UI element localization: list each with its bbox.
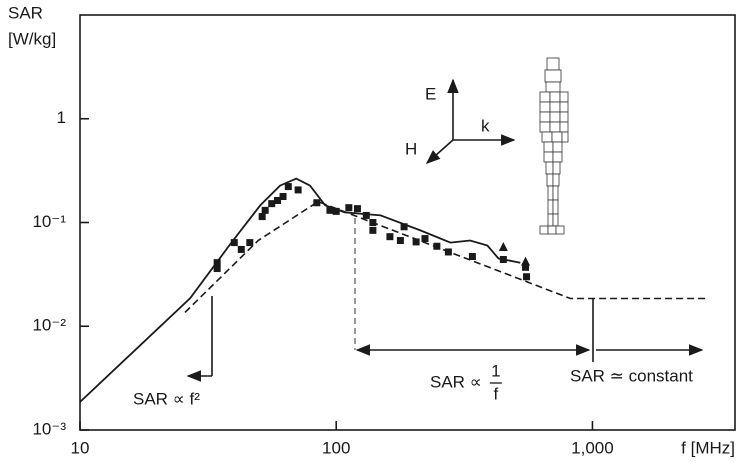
y-tick-label: 1	[57, 108, 66, 127]
data-point	[521, 256, 531, 266]
data-point	[326, 206, 334, 214]
data-line	[79, 177, 521, 403]
data-point	[284, 183, 292, 191]
data-point	[258, 213, 266, 221]
data-point	[369, 219, 377, 226]
data-point	[499, 255, 507, 263]
data-point	[353, 205, 361, 213]
annotation: SAR ∝ f²	[133, 389, 200, 408]
human-model	[539, 57, 569, 235]
y-axis-label: SAR	[8, 3, 43, 22]
data-point	[345, 204, 353, 212]
y-tick-label: 10⁻²	[32, 316, 66, 335]
field-label: k	[481, 116, 490, 135]
data-point	[213, 259, 221, 267]
data-point	[386, 233, 394, 241]
data-point	[237, 245, 245, 253]
data-point	[362, 211, 370, 219]
y-axis-label: [W/kg]	[8, 29, 56, 48]
field-label: E	[425, 84, 436, 103]
data-point	[230, 239, 238, 247]
x-axis-label: f [MHz]	[681, 438, 735, 457]
x-tick-label: 1,000	[571, 438, 614, 457]
annotation: SAR ≃ constant	[570, 366, 693, 385]
y-tick-label: 10⁻¹	[32, 212, 66, 231]
data-point	[412, 238, 420, 246]
field-vector	[425, 139, 454, 164]
data-point	[468, 253, 476, 261]
data-point	[274, 196, 282, 204]
data-point	[246, 239, 254, 247]
data-point	[522, 263, 530, 271]
data-point	[369, 226, 377, 234]
data-point	[396, 237, 404, 245]
field-label: H	[405, 139, 417, 158]
data-point	[421, 235, 429, 243]
data-point	[213, 265, 221, 273]
data-point	[444, 248, 452, 256]
data-point	[433, 242, 441, 250]
data-point	[279, 193, 287, 201]
annotation: SAR ∝	[430, 372, 482, 391]
y-tick-label: 10⁻³	[32, 419, 66, 438]
data-point	[332, 207, 340, 215]
annotation-numerator: 1	[491, 361, 500, 380]
annotation-denominator: f	[493, 384, 498, 403]
data-line	[184, 200, 709, 313]
data-point	[313, 199, 321, 207]
data-point	[261, 206, 269, 214]
data-point	[400, 223, 408, 231]
data-point	[294, 186, 302, 194]
x-tick-label: 100	[322, 438, 350, 457]
data-point	[523, 273, 531, 281]
data-point	[268, 200, 276, 208]
x-tick-label: 10	[71, 438, 90, 457]
data-point	[498, 242, 508, 252]
